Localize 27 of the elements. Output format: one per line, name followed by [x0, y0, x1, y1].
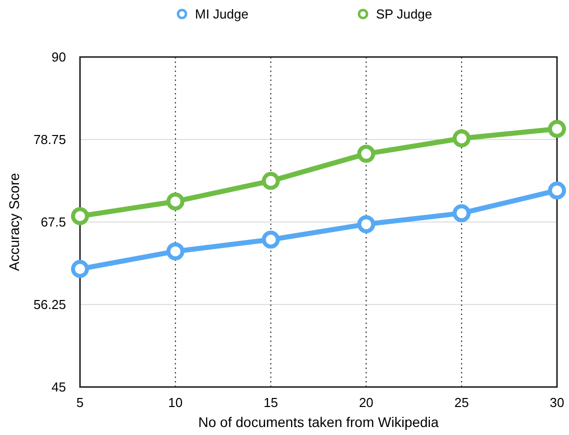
- point: [548, 120, 566, 138]
- point: [262, 172, 280, 190]
- y-tick-label: 67.5: [40, 214, 66, 230]
- x-axis-title: No of documents taken from Wikipedia: [198, 414, 439, 430]
- y-tick-label: 45: [52, 380, 66, 395]
- x-tick-label: 20: [358, 395, 374, 410]
- point: [452, 129, 471, 148]
- x-tick-label: 5: [76, 395, 84, 410]
- y-tick-label: 90: [52, 50, 66, 65]
- x-tick-label: 25: [454, 395, 469, 410]
- point: [452, 204, 471, 222]
- y-tick-label: 56.25: [33, 297, 66, 312]
- point: [548, 181, 566, 200]
- point: [166, 242, 184, 260]
- x-tick-label: 30: [550, 395, 564, 410]
- point: [166, 192, 184, 210]
- legend-label: MI Judge: [195, 6, 248, 22]
- x-tick-label: 10: [168, 395, 183, 410]
- point: [357, 144, 376, 163]
- point: [71, 207, 89, 226]
- y-axis-title: Accuracy Score: [6, 172, 22, 272]
- point: [357, 215, 376, 234]
- y-tick-label: 78.75: [33, 132, 66, 148]
- x-tick-label: 15: [264, 395, 278, 410]
- legend-label: SP Judge: [376, 6, 432, 22]
- point: [262, 230, 280, 249]
- point: [71, 260, 89, 278]
